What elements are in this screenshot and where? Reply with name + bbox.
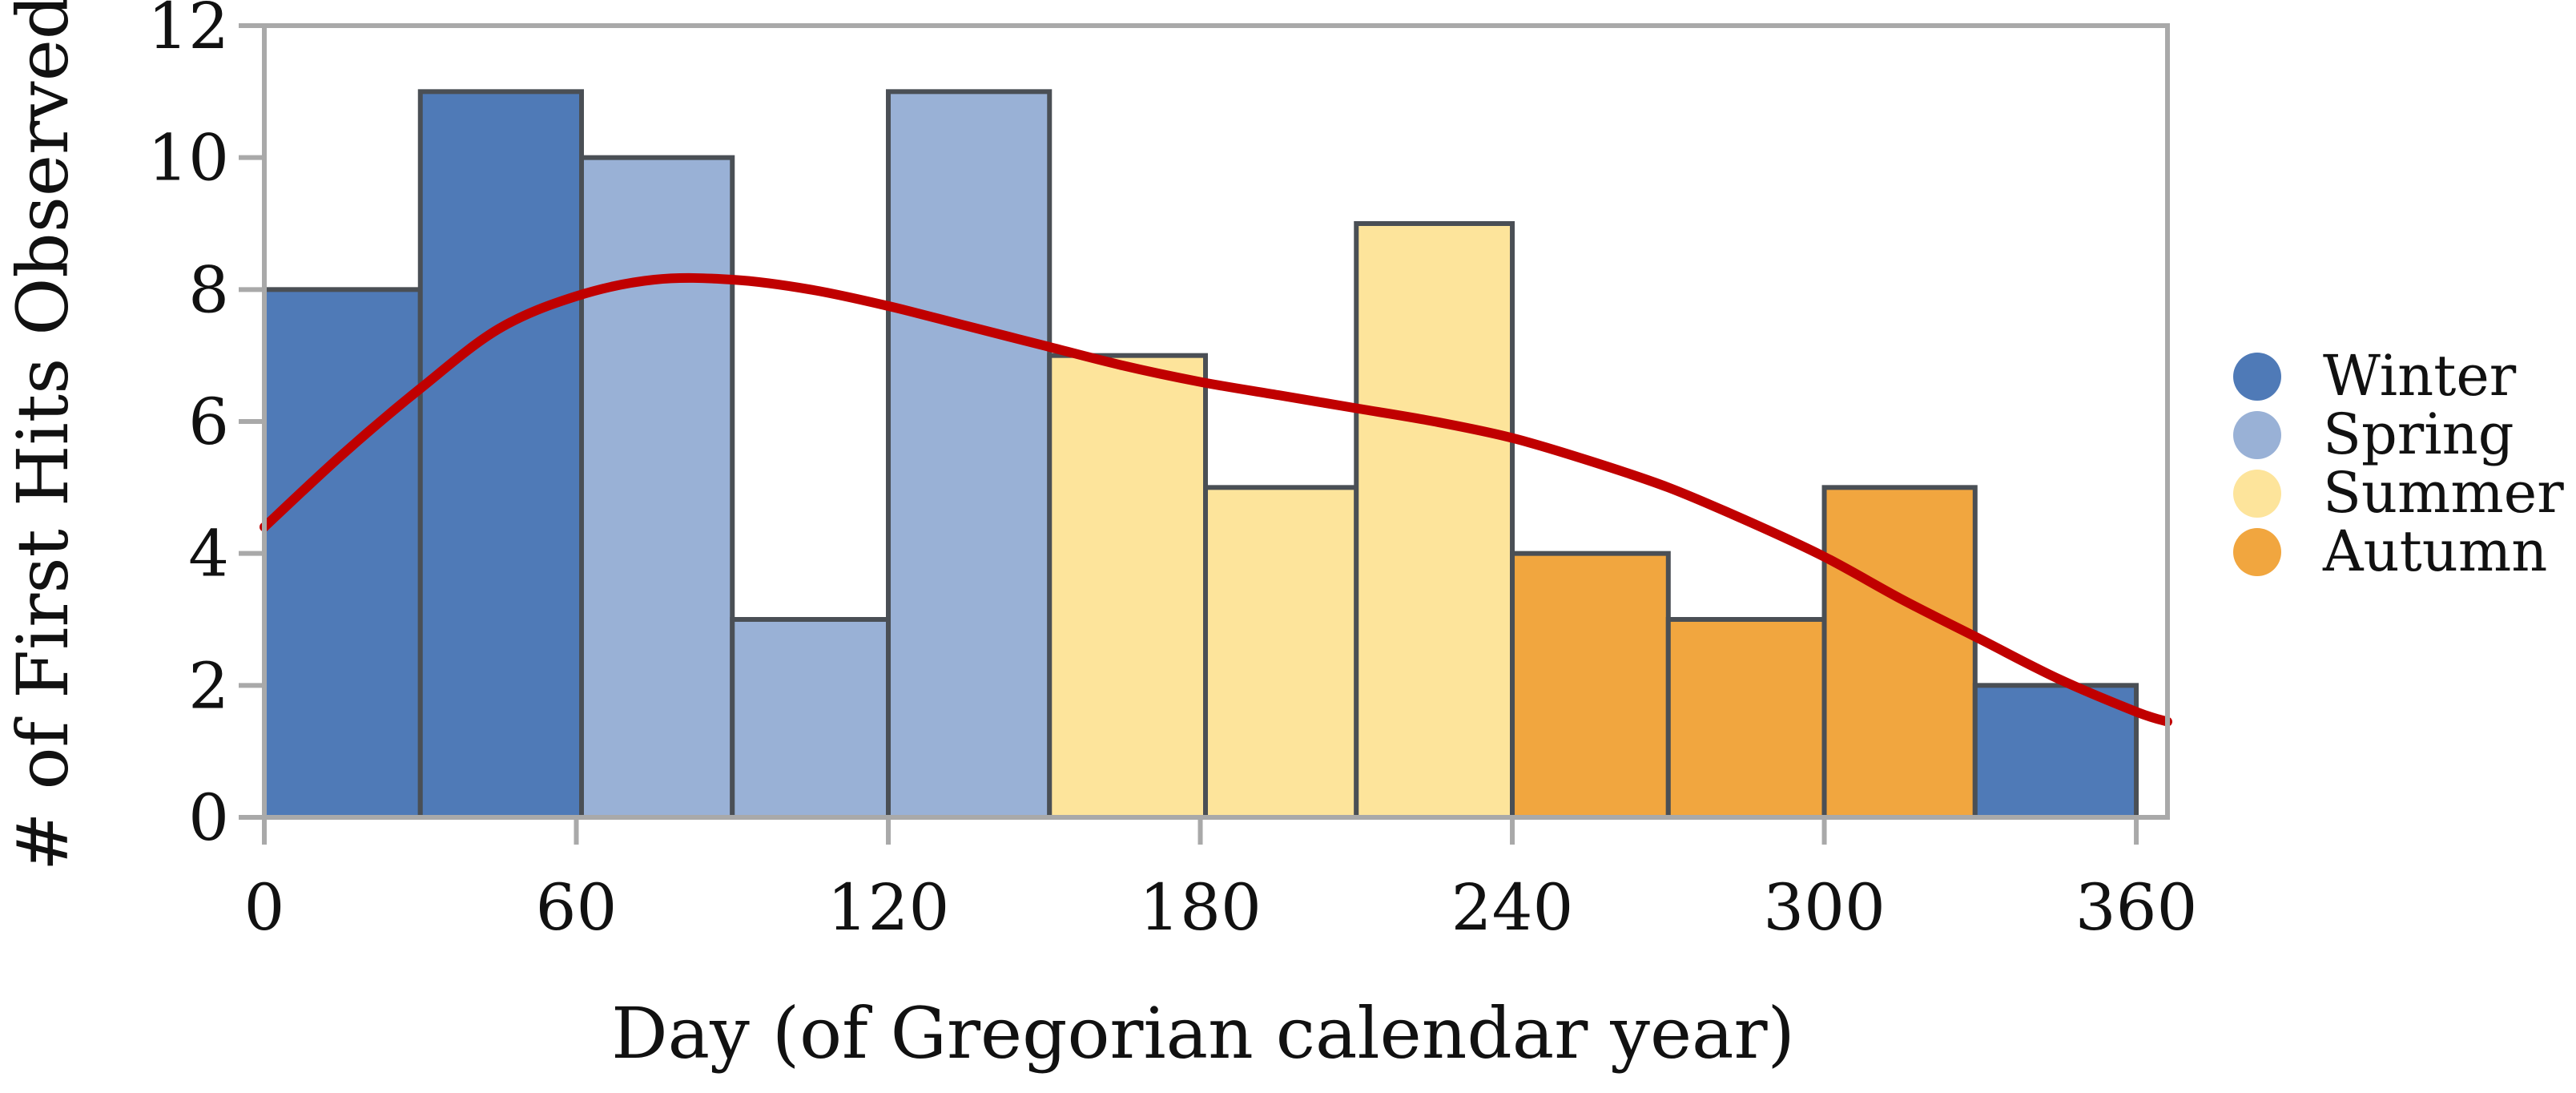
x-axis-label: Day (of Gregorian calendar year) [611, 992, 1795, 1075]
y-tick-label-12: 12 [147, 0, 229, 63]
y-tick-label-10: 10 [147, 121, 229, 196]
y-tick-label-6: 6 [188, 385, 229, 459]
bar-summer-6 [1047, 353, 1209, 820]
y-tick-label-4: 4 [188, 517, 229, 591]
bar-summer-7 [1203, 485, 1359, 820]
y-tick-label-8: 8 [188, 252, 229, 327]
legend-label-spring: Spring [2323, 401, 2514, 467]
histogram-bars [262, 89, 2139, 821]
bar-winter-2 [417, 89, 584, 821]
bar-autumn-11 [1821, 485, 1978, 820]
smooth-density-curve [260, 272, 2172, 727]
legend-swatch-winter [2233, 353, 2281, 401]
y-tick-label-0: 0 [188, 780, 229, 855]
bar-winter-12 [1972, 683, 2139, 820]
legend-swatch-autumn [2233, 528, 2281, 576]
bar-summer-8 [1354, 221, 1515, 820]
x-tick-label-60: 60 [536, 870, 618, 945]
legend-item-spring: Spring [2233, 401, 2514, 467]
bar-autumn-9 [1510, 551, 1671, 821]
legend-item-winter: Winter [2233, 343, 2517, 409]
legend-item-autumn: Autumn [2233, 518, 2547, 584]
x-tick-label-180: 180 [1139, 870, 1262, 945]
bar-autumn-10 [1665, 617, 1827, 820]
bar-winter-1 [262, 287, 423, 821]
y-axis-label: # of First Hits Observed [2, 0, 84, 871]
legend-label-summer: Summer [2323, 460, 2564, 526]
x-tick-label-360: 360 [2075, 870, 2198, 945]
x-tick-label-240: 240 [1451, 870, 1574, 945]
x-tick-label-0: 0 [244, 870, 285, 945]
y-axis-ticks: 0 2 4 6 8 10 12 [147, 0, 264, 855]
legend-swatch-summer [2233, 470, 2281, 518]
legend-label-winter: Winter [2323, 343, 2517, 409]
bar-spring-4 [730, 617, 892, 820]
legend-swatch-spring [2233, 411, 2281, 459]
legend-item-summer: Summer [2233, 460, 2564, 526]
legend-label-autumn: Autumn [2322, 518, 2547, 584]
x-tick-label-300: 300 [1763, 870, 1886, 945]
y-tick-label-2: 2 [188, 648, 229, 723]
x-tick-label-120: 120 [827, 870, 950, 945]
bar-spring-5 [886, 89, 1053, 821]
bar-spring-3 [579, 155, 735, 820]
x-axis-ticks: 0 60 120 180 240 300 360 [244, 817, 2198, 945]
